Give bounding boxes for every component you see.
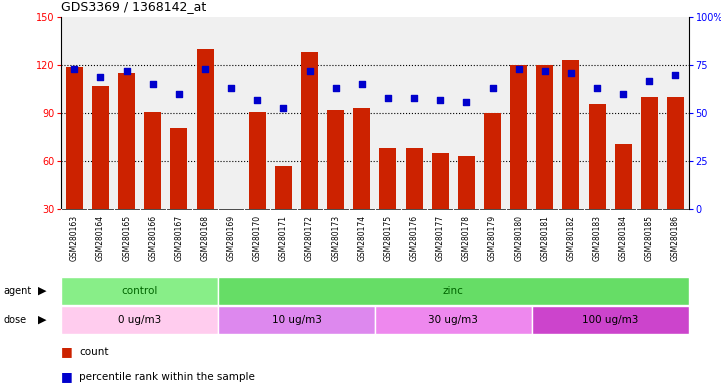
Bar [249, 112, 266, 209]
Point [226, 85, 237, 91]
Bar [531, 306, 689, 333]
Bar [588, 104, 606, 209]
Bar [667, 97, 684, 209]
Bar [61, 306, 218, 333]
Bar [92, 86, 109, 209]
Bar [66, 67, 83, 209]
Point [278, 104, 289, 111]
Text: GSM280171: GSM280171 [279, 215, 288, 261]
Text: GSM280181: GSM280181 [540, 215, 549, 260]
Point [121, 68, 133, 74]
Text: GSM280172: GSM280172 [305, 215, 314, 261]
Text: 100 ug/m3: 100 ug/m3 [582, 314, 638, 325]
Point [644, 78, 655, 84]
Text: 0 ug/m3: 0 ug/m3 [118, 314, 162, 325]
Bar [327, 110, 344, 209]
Point [330, 85, 342, 91]
Bar [615, 144, 632, 209]
Text: agent: agent [4, 286, 32, 296]
Bar [641, 97, 658, 209]
Text: ▶: ▶ [37, 286, 46, 296]
Point [173, 91, 185, 97]
Bar [536, 65, 553, 209]
Text: GSM280170: GSM280170 [253, 215, 262, 261]
Bar [562, 61, 580, 209]
Text: GSM280173: GSM280173 [331, 215, 340, 261]
Text: control: control [122, 286, 158, 296]
Text: GSM280180: GSM280180 [514, 215, 523, 261]
Point [252, 97, 263, 103]
Text: GSM280168: GSM280168 [200, 215, 210, 261]
Text: GSM280183: GSM280183 [593, 215, 601, 261]
Bar [458, 157, 475, 209]
Text: GSM280182: GSM280182 [567, 215, 575, 260]
Point [617, 91, 629, 97]
Bar [118, 73, 135, 209]
Text: percentile rank within the sample: percentile rank within the sample [79, 371, 255, 382]
Text: ▶: ▶ [37, 314, 46, 325]
Text: GSM280184: GSM280184 [619, 215, 628, 261]
Bar [218, 306, 375, 333]
Text: ■: ■ [61, 370, 77, 383]
Bar [510, 65, 527, 209]
Bar [197, 49, 213, 209]
Bar [275, 166, 292, 209]
Point [435, 97, 446, 103]
Text: GSM280164: GSM280164 [96, 215, 105, 261]
Text: GSM280177: GSM280177 [435, 215, 445, 261]
Text: count: count [79, 346, 109, 357]
Text: 30 ug/m3: 30 ug/m3 [428, 314, 478, 325]
Point [147, 81, 159, 88]
Text: GSM280169: GSM280169 [226, 215, 236, 261]
Point [670, 72, 681, 78]
Text: zinc: zinc [443, 286, 464, 296]
Text: GSM280165: GSM280165 [122, 215, 131, 261]
Text: dose: dose [4, 314, 27, 325]
Bar [223, 209, 239, 212]
Point [513, 66, 524, 72]
Bar [432, 153, 448, 209]
Text: GSM280167: GSM280167 [174, 215, 183, 261]
Point [461, 99, 472, 105]
Bar [375, 306, 531, 333]
Point [94, 74, 106, 80]
Bar [406, 149, 423, 209]
Bar [301, 53, 318, 209]
Text: GDS3369 / 1368142_at: GDS3369 / 1368142_at [61, 0, 206, 13]
Point [539, 68, 551, 74]
Text: GSM280166: GSM280166 [149, 215, 157, 261]
Text: GSM280174: GSM280174 [358, 215, 366, 261]
Bar [61, 277, 218, 305]
Point [565, 70, 577, 76]
Text: GSM280185: GSM280185 [645, 215, 654, 261]
Text: GSM280179: GSM280179 [488, 215, 497, 261]
Bar [353, 109, 371, 209]
Point [591, 85, 603, 91]
Bar [484, 113, 501, 209]
Bar [379, 149, 397, 209]
Point [408, 95, 420, 101]
Text: GSM280178: GSM280178 [462, 215, 471, 261]
Point [199, 66, 211, 72]
Point [68, 66, 80, 72]
Point [382, 95, 394, 101]
Text: GSM280175: GSM280175 [384, 215, 392, 261]
Bar [218, 277, 689, 305]
Point [304, 68, 315, 74]
Text: ■: ■ [61, 345, 77, 358]
Point [487, 85, 498, 91]
Bar [170, 127, 187, 209]
Text: 10 ug/m3: 10 ug/m3 [272, 314, 322, 325]
Point [356, 81, 368, 88]
Bar [144, 112, 162, 209]
Text: GSM280186: GSM280186 [671, 215, 680, 261]
Text: GSM280176: GSM280176 [410, 215, 419, 261]
Text: GSM280163: GSM280163 [70, 215, 79, 261]
